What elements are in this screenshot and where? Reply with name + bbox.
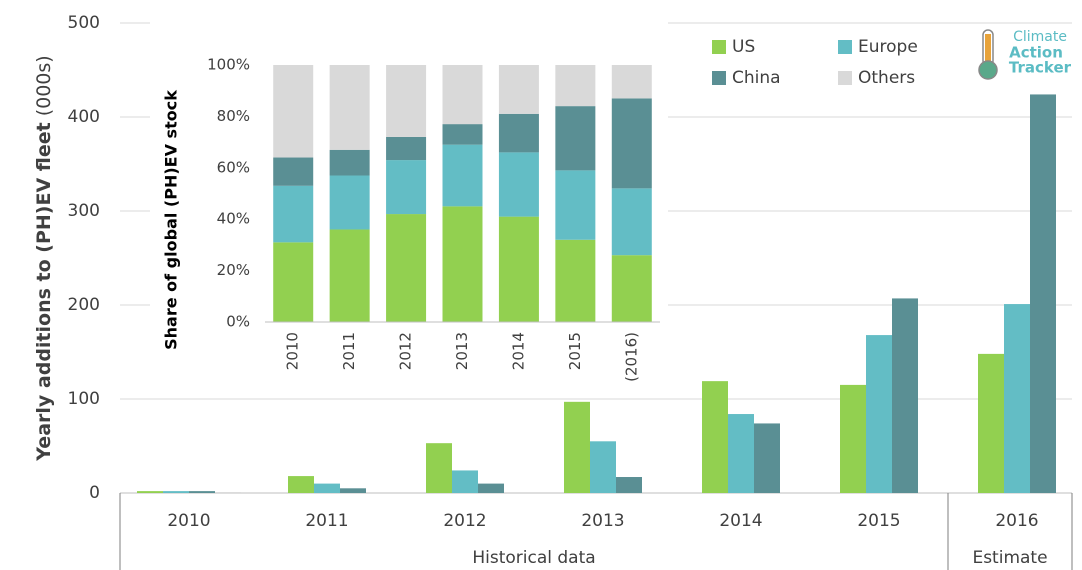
bar-segment [329,65,370,150]
x-tick-label: 2015 [857,511,900,531]
bar [728,414,754,493]
bar-segment [611,188,652,256]
bar-segment [329,175,370,230]
bar-segment [442,65,483,125]
bar [426,443,452,493]
bar [564,401,590,493]
bar [288,476,314,493]
bar [452,470,478,493]
bar-segment [611,98,652,189]
bar [215,492,241,493]
bar-segment [498,65,539,114]
bar-segment [611,255,652,322]
x-tick-label: 2013 [453,332,471,370]
bar [1004,304,1030,493]
bar-segment [498,113,539,153]
bar [163,491,189,493]
x-tick-label: 2012 [397,332,415,370]
inset-y-axis-label: Share of global (PH)EV stock [162,90,181,350]
bar-segment [498,216,539,322]
y-tick-label: 20% [217,261,250,279]
y-tick-label: 60% [217,158,250,176]
x-tick-label: 2011 [305,511,348,531]
bar-segment [386,160,427,215]
bar-segment [329,149,370,176]
bar-segment [273,185,314,243]
bar [189,491,215,493]
group-label: Estimate [972,548,1047,568]
x-tick-label: (2016) [622,332,640,382]
logo-text: Tracker [1009,59,1072,77]
bar [1030,94,1056,493]
y-tick-label: 0 [89,483,100,503]
bar-segment [611,65,652,99]
bar-segment [498,152,539,217]
bar-segment [555,239,596,322]
bar [702,381,728,493]
legend-label: Others [858,68,915,88]
x-tick-label: 2010 [167,511,210,531]
x-tick-label: 2016 [995,511,1038,531]
logo-text: Action [1009,44,1063,62]
legend-label: US [732,37,755,57]
bar-segment [386,136,427,161]
x-tick-label: 2014 [509,332,527,370]
y-axis-label: Yearly additions to (PH)EV fleet (000s) [33,55,55,461]
bar [340,488,366,493]
y-tick-label: 500 [68,13,100,33]
group-label: Historical data [472,548,595,568]
bar [754,423,780,493]
x-tick-label: 2015 [566,332,584,370]
bar-segment [555,170,596,240]
x-tick-label: 2010 [284,332,302,370]
y-axis-label-unit: (000s) [33,55,55,116]
bar-segment [555,106,596,171]
y-tick-label: 200 [68,295,100,315]
bar [616,477,642,493]
y-tick-label: 0% [226,313,250,331]
legend-swatch [712,40,726,54]
bar [840,384,866,493]
thermometer-bulb [978,60,998,80]
bar [978,353,1004,493]
y-tick-label: 400 [68,107,100,127]
bar-segment [386,65,427,137]
thermometer-fill [985,34,991,64]
legend-swatch [838,71,852,85]
bar [137,491,163,493]
y-axis-label-main: Yearly additions to (PH)EV fleet [33,122,55,461]
bar-segment [273,157,314,186]
y-tick-label: 300 [68,201,100,221]
logo: Climate Action Tracker [978,29,1072,80]
legend-swatch [712,71,726,85]
x-tick-label: 2014 [719,511,762,531]
bar-segment [273,65,314,158]
legend-swatch [838,40,852,54]
legend-label: Europe [858,37,918,57]
y-tick-label: 40% [217,210,250,228]
bar-segment [442,206,483,322]
y-tick-label: 100 [68,389,100,409]
bar [478,483,504,493]
x-tick-label: 2011 [340,332,358,370]
bar [590,441,616,493]
bar [892,298,918,493]
y-tick-label: 80% [217,107,250,125]
bar-segment [442,124,483,145]
bar-segment [329,229,370,322]
legend-label: China [732,68,781,88]
bar [866,335,892,493]
bar-segment [555,65,596,107]
bar-segment [273,242,314,322]
inset-chart: 0% 20% 40% 60% 80% 100% 2010 2011 2012 2013 2014 20… [207,56,660,382]
x-tick-label: 2013 [581,511,624,531]
bar-segment [386,214,427,322]
logo-text: Climate [1013,29,1067,45]
y-tick-label: 100% [207,56,250,74]
bar [314,483,340,493]
x-tick-label: 2012 [443,511,486,531]
bar-segment [442,144,483,207]
